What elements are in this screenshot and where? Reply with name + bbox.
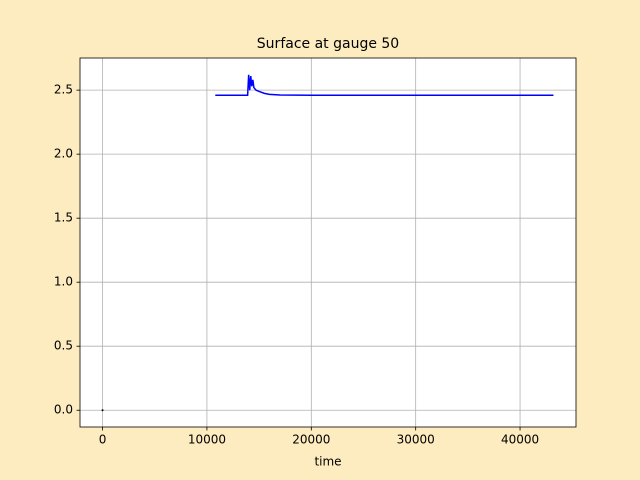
y-tick-label: 2.5 (54, 83, 73, 97)
y-tick-label: 0.0 (54, 403, 73, 417)
axes-frame (79, 57, 577, 428)
plot-area (80, 58, 576, 427)
x-tick-label: 20000 (292, 433, 330, 447)
data (101, 74, 554, 412)
grid (80, 58, 576, 427)
chart-title: Surface at gauge 50 (257, 36, 399, 52)
data-point (101, 409, 104, 412)
x-tick-label: 0 (99, 433, 107, 447)
x-tick-label: 40000 (501, 433, 539, 447)
x-axis-label: time (314, 455, 341, 469)
y-tick-label: 0.5 (54, 339, 73, 353)
data-line (215, 74, 554, 97)
y-tick-label: 1.5 (54, 211, 73, 225)
y-tick-label: 2.0 (54, 147, 73, 161)
y-tick-label: 1.0 (54, 275, 73, 289)
x-tick-label: 10000 (188, 433, 226, 447)
x-tick-label: 30000 (397, 433, 435, 447)
